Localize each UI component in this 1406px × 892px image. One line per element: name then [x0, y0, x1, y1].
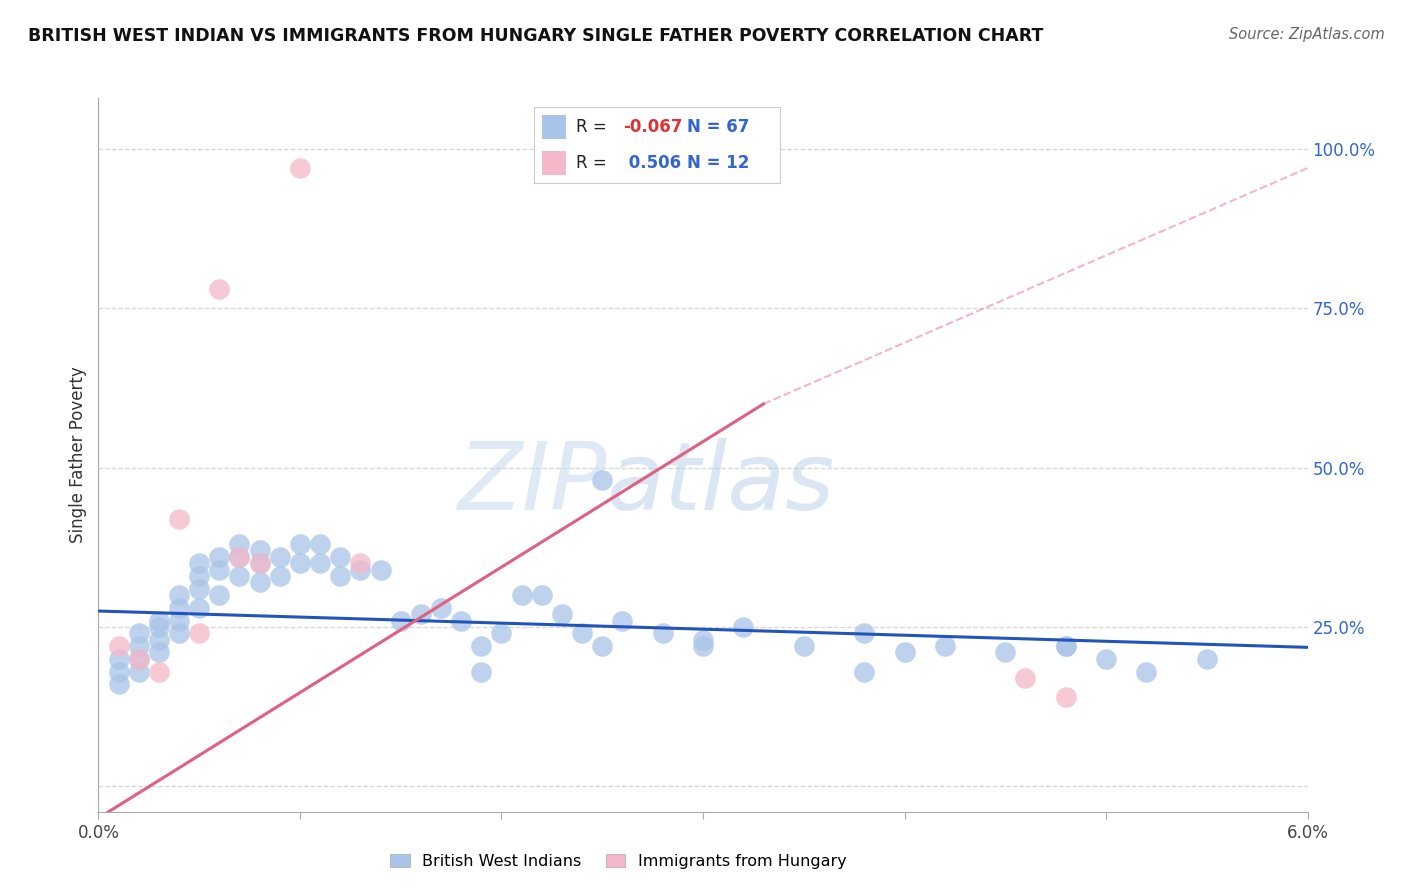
- Point: [249, 556, 271, 570]
- Point: [612, 614, 634, 628]
- Point: [329, 549, 352, 564]
- Point: [128, 652, 150, 666]
- Point: [188, 626, 211, 640]
- Point: [269, 549, 291, 564]
- Point: [107, 677, 129, 691]
- Point: [793, 639, 815, 653]
- Point: [1014, 671, 1036, 685]
- Point: [249, 575, 271, 590]
- Point: [370, 563, 392, 577]
- Point: [349, 556, 371, 570]
- Text: Source: ZipAtlas.com: Source: ZipAtlas.com: [1229, 27, 1385, 42]
- Point: [1095, 652, 1118, 666]
- Point: [208, 549, 231, 564]
- Point: [188, 556, 211, 570]
- Point: [491, 626, 513, 640]
- Point: [934, 639, 956, 653]
- Point: [510, 588, 533, 602]
- Point: [148, 614, 170, 628]
- Text: R =: R =: [576, 118, 612, 136]
- Point: [1135, 665, 1157, 679]
- Point: [389, 614, 412, 628]
- Text: ZIP: ZIP: [457, 438, 606, 529]
- Point: [893, 645, 915, 659]
- Point: [188, 600, 211, 615]
- Point: [1054, 639, 1077, 653]
- Point: [269, 569, 291, 583]
- Point: [167, 614, 190, 628]
- Point: [167, 626, 190, 640]
- Point: [309, 556, 332, 570]
- Point: [349, 563, 371, 577]
- Point: [148, 620, 170, 634]
- Point: [148, 665, 170, 679]
- Point: [651, 626, 673, 640]
- Y-axis label: Single Father Poverty: Single Father Poverty: [69, 367, 87, 543]
- Point: [188, 569, 211, 583]
- Point: [530, 588, 553, 602]
- Point: [1054, 690, 1077, 704]
- Point: [249, 556, 271, 570]
- Point: [692, 632, 714, 647]
- Text: BRITISH WEST INDIAN VS IMMIGRANTS FROM HUNGARY SINGLE FATHER POVERTY CORRELATION: BRITISH WEST INDIAN VS IMMIGRANTS FROM H…: [28, 27, 1043, 45]
- Point: [329, 569, 352, 583]
- Point: [128, 652, 150, 666]
- Point: [430, 600, 453, 615]
- Text: N = 12: N = 12: [686, 154, 749, 172]
- Point: [128, 665, 150, 679]
- Point: [208, 563, 231, 577]
- Text: 0.506: 0.506: [623, 154, 681, 172]
- Bar: [541, 115, 567, 139]
- Point: [288, 537, 311, 551]
- Point: [1195, 652, 1218, 666]
- Point: [288, 556, 311, 570]
- Point: [167, 600, 190, 615]
- Point: [128, 626, 150, 640]
- Point: [208, 588, 231, 602]
- Text: N = 67: N = 67: [686, 118, 749, 136]
- Text: R =: R =: [576, 154, 612, 172]
- Point: [853, 665, 876, 679]
- Point: [228, 549, 250, 564]
- Point: [128, 639, 150, 653]
- Point: [571, 626, 593, 640]
- Point: [733, 620, 755, 634]
- Point: [1054, 639, 1077, 653]
- Point: [994, 645, 1017, 659]
- Point: [409, 607, 432, 622]
- Point: [228, 537, 250, 551]
- Point: [853, 626, 876, 640]
- Point: [148, 645, 170, 659]
- Text: -0.067: -0.067: [623, 118, 682, 136]
- Point: [551, 607, 574, 622]
- Point: [591, 639, 613, 653]
- Point: [692, 639, 714, 653]
- Point: [470, 665, 492, 679]
- Point: [288, 161, 311, 176]
- Point: [591, 474, 613, 488]
- Point: [167, 588, 190, 602]
- Point: [228, 549, 250, 564]
- Point: [107, 652, 129, 666]
- Legend: British West Indians, Immigrants from Hungary: British West Indians, Immigrants from Hu…: [384, 847, 852, 875]
- Point: [107, 665, 129, 679]
- Point: [167, 511, 190, 525]
- Point: [208, 282, 231, 296]
- Point: [249, 543, 271, 558]
- Point: [107, 639, 129, 653]
- Point: [450, 614, 472, 628]
- Point: [188, 582, 211, 596]
- Text: atlas: atlas: [606, 438, 835, 529]
- Bar: [541, 151, 567, 175]
- Point: [228, 569, 250, 583]
- Point: [470, 639, 492, 653]
- Point: [309, 537, 332, 551]
- Point: [148, 632, 170, 647]
